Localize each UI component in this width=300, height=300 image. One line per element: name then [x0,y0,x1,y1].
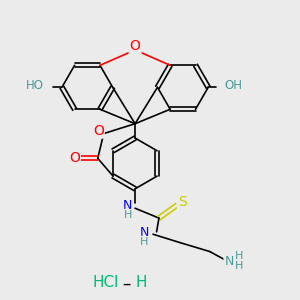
Text: N: N [123,199,132,212]
Text: H: H [140,237,148,247]
Text: S: S [178,195,187,209]
Text: –: – [122,275,130,293]
Text: O: O [130,39,140,53]
Text: H: H [123,210,132,220]
Text: O: O [69,152,80,165]
Text: OH: OH [225,79,243,92]
Text: H: H [135,275,147,290]
Text: H: H [235,262,243,272]
Text: HO: HO [26,79,44,92]
Text: HCl: HCl [92,275,118,290]
Text: N: N [139,226,149,239]
Text: O: O [93,124,104,138]
Text: H: H [235,251,243,261]
Text: N: N [224,255,234,268]
